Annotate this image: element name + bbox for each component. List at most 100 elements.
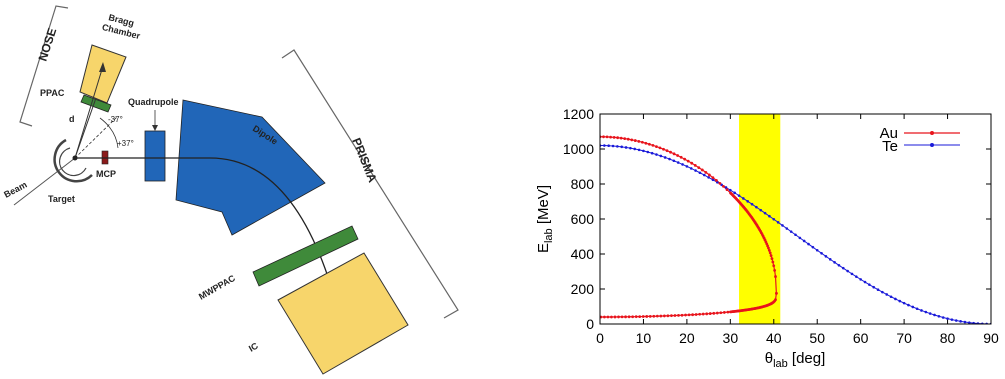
data-point-au [673, 314, 677, 317]
data-point-au [704, 170, 708, 174]
data-point-te [733, 191, 736, 195]
x-tick-label: 60 [853, 330, 869, 346]
data-point-te [889, 295, 893, 299]
data-point-te [924, 310, 928, 314]
data-point-au [655, 314, 659, 318]
data-point-au [672, 152, 676, 156]
legend-label-te: Te [882, 138, 898, 155]
data-point-te [659, 154, 663, 158]
x-tick-label: 30 [723, 330, 739, 346]
bragg-label: Bragg Chamber [101, 11, 144, 41]
data-point-au [617, 315, 620, 319]
data-point-te [685, 165, 689, 168]
data-point-au [729, 310, 732, 314]
data-point-au [633, 139, 637, 142]
data-point-au [707, 173, 711, 177]
data-point-te [768, 214, 771, 218]
kinematics-chart: 0 10 20 30 40 50 60 70 80 90 0 200 400 600 800 1000 1200… [535, 106, 999, 370]
data-point-au [690, 161, 694, 165]
data-point-au [613, 315, 617, 319]
data-point-te [824, 255, 828, 258]
data-point-te [837, 263, 841, 267]
data-point-te [967, 321, 971, 324]
data-point-au [711, 176, 715, 180]
data-point-au [774, 275, 777, 278]
data-point-au [770, 257, 774, 261]
data-point-au [677, 313, 680, 317]
quadrupole-magnet [144, 130, 166, 182]
legend-marker-au [930, 131, 934, 135]
data-point-te [954, 319, 958, 322]
data-point-te [624, 146, 628, 149]
data-point-au [683, 157, 687, 161]
mwppac-label: MWPPAC [197, 273, 237, 302]
x-tick-label: 80 [940, 330, 956, 346]
data-point-te [663, 156, 667, 159]
data-point-te [946, 317, 949, 320]
data-point-te [633, 147, 637, 151]
x-tick-label: 10 [636, 330, 652, 346]
prisma-label: PRISMA [349, 136, 380, 185]
data-point-te [672, 159, 676, 163]
data-point-te [789, 230, 793, 233]
data-point-au [722, 184, 725, 188]
x-tick-label: 40 [766, 330, 782, 346]
data-point-au [684, 313, 687, 317]
data-point-au [662, 147, 665, 151]
series-points-au [600, 135, 778, 319]
data-point-au [771, 260, 775, 264]
angle-arc [99, 117, 119, 149]
nose-label: NOSE [36, 26, 60, 63]
data-point-te [846, 269, 849, 273]
data-point-te [898, 299, 902, 303]
data-point-te [776, 221, 780, 224]
data-point-te [911, 305, 915, 309]
data-point-au [630, 138, 634, 142]
data-point-au [610, 315, 613, 319]
distance-label: d [69, 114, 75, 124]
data-point-te [863, 280, 867, 284]
data-point-te [729, 188, 732, 192]
data-point-te [815, 248, 819, 252]
x-tick-label: 0 [596, 330, 604, 346]
data-point-au [676, 154, 680, 157]
data-point-te [872, 285, 875, 289]
data-point-te [689, 167, 693, 170]
data-point-au [602, 135, 605, 139]
data-point-te [928, 312, 932, 315]
data-point-au [645, 315, 649, 318]
data-point-te [702, 173, 706, 177]
prisma-diagram: NOSE Bragg Chamber PPAC d -37° +37° Quad… [2, 5, 459, 375]
data-point-au [722, 311, 726, 314]
data-point-au [640, 140, 644, 144]
data-point-au [644, 141, 648, 145]
data-point-au [609, 135, 612, 139]
data-point-au [680, 313, 684, 317]
data-point-te [941, 316, 945, 319]
data-point-au [694, 313, 698, 316]
data-point-te [603, 144, 606, 147]
data-point-au [701, 312, 705, 316]
data-point-te [616, 145, 619, 148]
data-point-au [600, 315, 603, 319]
data-point-au [765, 242, 769, 246]
data-point-te [707, 176, 710, 179]
prisma-bracket [281, 49, 459, 319]
data-point-te [755, 205, 758, 209]
y-axis-label: Elab [MeV] [535, 185, 555, 253]
x-axis-label: θlab [deg] [765, 350, 826, 370]
y-tick-label: 0 [586, 316, 594, 332]
data-point-te [742, 197, 745, 200]
mwppac-detector [252, 225, 359, 287]
data-point-au [638, 315, 642, 319]
data-point-te [868, 283, 871, 286]
y-tick-label: 800 [571, 176, 595, 192]
y-tick-label: 600 [571, 211, 595, 227]
target-chamber-inner [58, 147, 87, 177]
data-point-au [725, 188, 729, 191]
data-point-au [769, 254, 773, 258]
data-point-au [719, 311, 723, 315]
data-point-te [820, 252, 823, 255]
data-point-au [631, 315, 635, 319]
data-point-te [807, 242, 810, 246]
